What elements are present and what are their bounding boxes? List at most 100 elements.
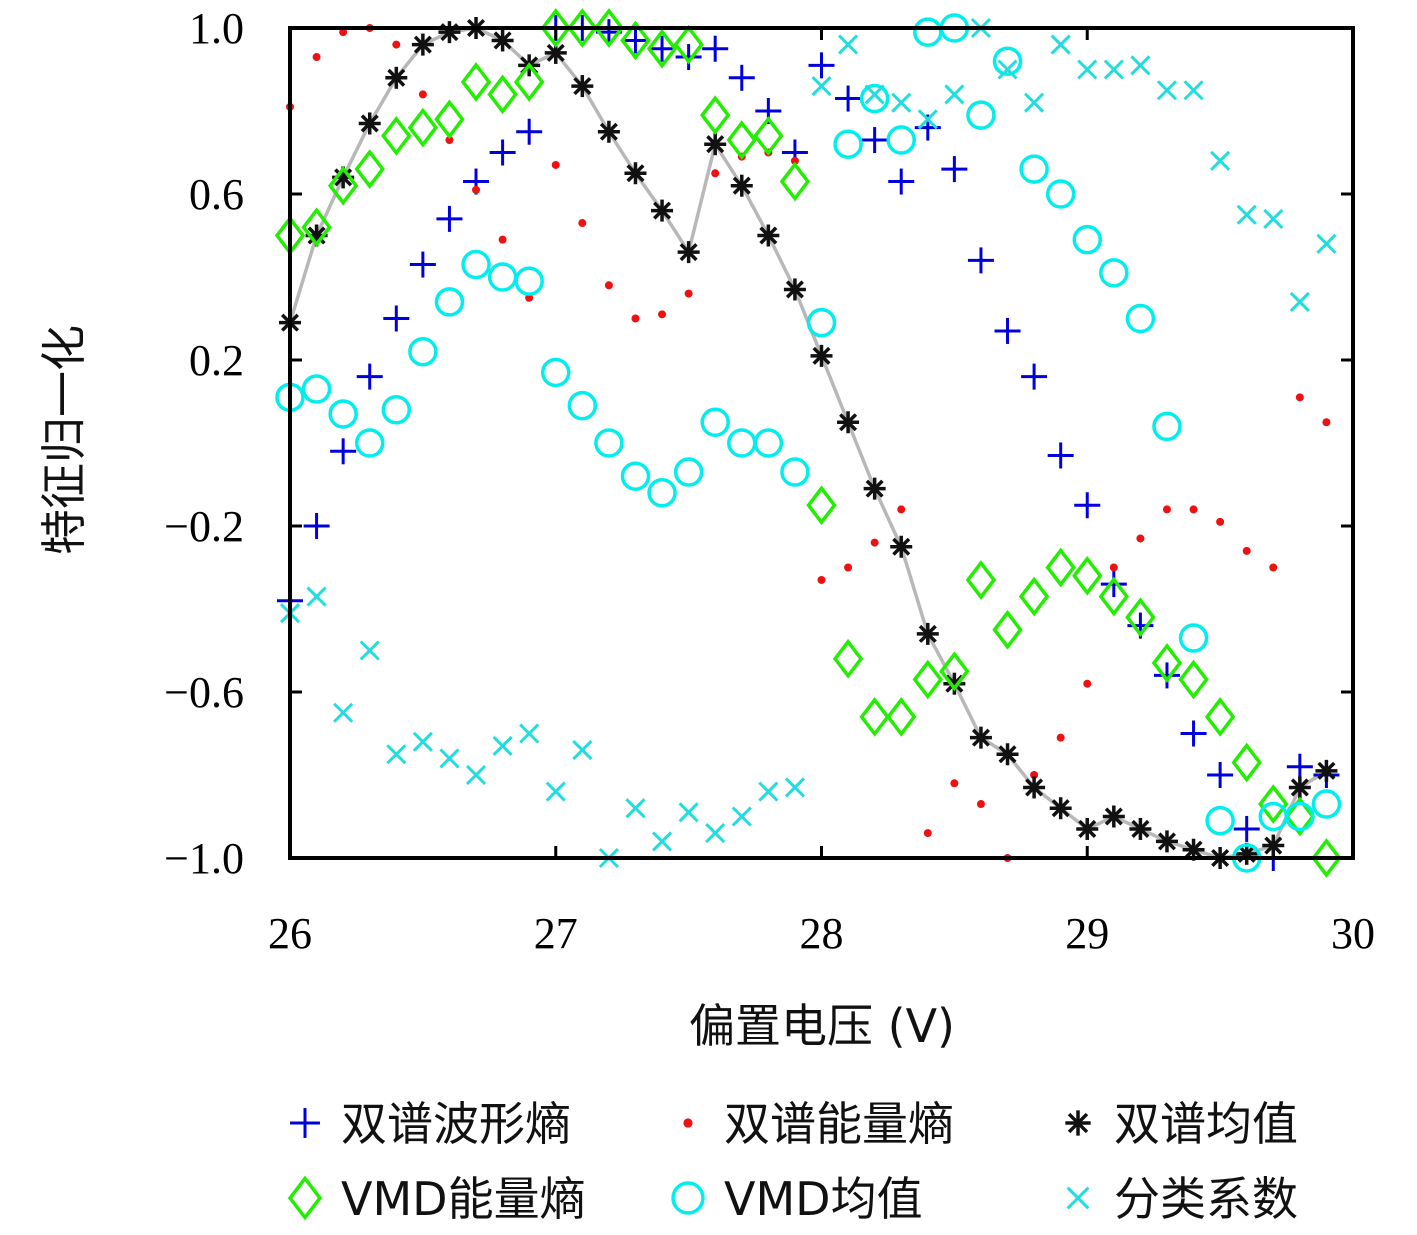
data-point xyxy=(1236,204,1257,225)
data-point xyxy=(593,8,625,48)
data-point xyxy=(487,74,518,115)
data-point xyxy=(1322,418,1331,427)
data-point xyxy=(992,46,1023,76)
y-axis-title: 特征归一化 xyxy=(37,325,91,555)
legend: 双谱波形熵 双谱能量熵 双谱均值 VMD能量熵 VMD均值 分类系数 xyxy=(287,1097,1298,1226)
data-point xyxy=(1109,563,1118,572)
data-point xyxy=(1083,679,1092,688)
data-point xyxy=(1204,697,1236,737)
data-point xyxy=(413,35,432,54)
data-point xyxy=(886,697,917,737)
data-point xyxy=(671,1181,705,1215)
y-tick-label: 0.2 xyxy=(189,336,244,385)
data-point xyxy=(679,243,698,262)
data-point xyxy=(1051,799,1070,818)
series-line xyxy=(288,26,1328,860)
data-point xyxy=(594,428,624,458)
data-point xyxy=(1131,819,1150,838)
y-tick-label: −0.6 xyxy=(164,668,244,717)
data-point xyxy=(301,374,332,404)
x-tick-label: 26 xyxy=(268,909,312,958)
x-tick-label: 27 xyxy=(534,909,578,958)
data-point xyxy=(1290,778,1309,797)
data-point xyxy=(493,31,512,50)
data-point xyxy=(567,390,598,421)
data-point xyxy=(301,207,332,248)
data-point xyxy=(306,586,327,607)
data-point xyxy=(1258,784,1289,824)
data-point xyxy=(976,800,985,809)
legend-item: 双谱能量熵 xyxy=(683,1097,954,1151)
series-5 xyxy=(275,13,1342,873)
data-point xyxy=(779,161,811,202)
axis-ticks: 26 27 28 29 30 1.0 0.6 0.2 −0.2 −0.6 −1.0 xyxy=(164,4,1375,958)
data-point xyxy=(1295,393,1304,402)
data-point xyxy=(551,160,560,169)
legend-item: VMD能量熵 xyxy=(287,1172,586,1226)
data-point xyxy=(832,638,864,679)
data-point xyxy=(1189,505,1198,514)
data-point xyxy=(706,135,725,154)
data-point xyxy=(1316,233,1337,254)
data-point xyxy=(412,731,433,752)
data-point xyxy=(492,735,513,757)
data-point xyxy=(651,831,673,852)
data-point xyxy=(1183,80,1204,101)
data-point xyxy=(1018,576,1050,617)
data-point xyxy=(1045,547,1076,588)
data-point xyxy=(950,779,959,788)
data-point xyxy=(434,287,465,317)
legend-item: 双谱均值 xyxy=(1065,1097,1298,1151)
series-layer xyxy=(274,8,1342,878)
data-point xyxy=(626,164,645,183)
data-point xyxy=(780,457,810,487)
data-point xyxy=(445,136,454,145)
data-point xyxy=(726,120,757,160)
data-point xyxy=(833,129,863,159)
data-point xyxy=(354,149,385,189)
legend-item: VMD均值 xyxy=(671,1172,923,1226)
data-point xyxy=(604,281,613,290)
legend-label: 双谱能量熵 xyxy=(724,1097,954,1151)
legend-item: 分类系数 xyxy=(1066,1172,1298,1226)
data-point xyxy=(434,99,465,140)
data-point xyxy=(1056,733,1065,742)
data-point xyxy=(1104,807,1123,826)
data-point xyxy=(790,156,799,165)
data-point xyxy=(381,116,412,156)
data-point xyxy=(711,169,720,178)
data-point xyxy=(923,829,932,838)
data-point xyxy=(540,8,571,48)
data-point xyxy=(1019,154,1049,184)
data-point xyxy=(392,40,401,49)
data-point xyxy=(647,478,677,508)
data-point xyxy=(1317,761,1336,780)
data-point xyxy=(620,461,651,491)
data-point xyxy=(333,702,354,723)
data-point xyxy=(997,59,1018,80)
data-point xyxy=(360,114,379,133)
data-point xyxy=(966,100,996,130)
data-point xyxy=(870,538,879,547)
data-point xyxy=(567,8,598,48)
data-point xyxy=(684,289,693,298)
data-point xyxy=(1024,92,1045,113)
legend-label: 分类系数 xyxy=(1114,1172,1298,1226)
data-point xyxy=(811,76,832,97)
data-point xyxy=(1072,224,1102,255)
data-point xyxy=(732,176,751,195)
data-point xyxy=(1025,778,1044,797)
data-point xyxy=(287,1175,323,1221)
data-point xyxy=(1289,291,1310,312)
data-point xyxy=(918,624,937,643)
data-point xyxy=(759,226,778,245)
data-point xyxy=(312,53,321,62)
data-point xyxy=(939,651,970,692)
data-point xyxy=(1156,80,1178,101)
data-point xyxy=(487,262,518,292)
data-point xyxy=(806,485,837,526)
data-point xyxy=(1178,659,1209,700)
data-point xyxy=(1072,555,1103,596)
legend-label: 双谱均值 xyxy=(1114,1097,1298,1151)
data-point xyxy=(1098,576,1130,617)
